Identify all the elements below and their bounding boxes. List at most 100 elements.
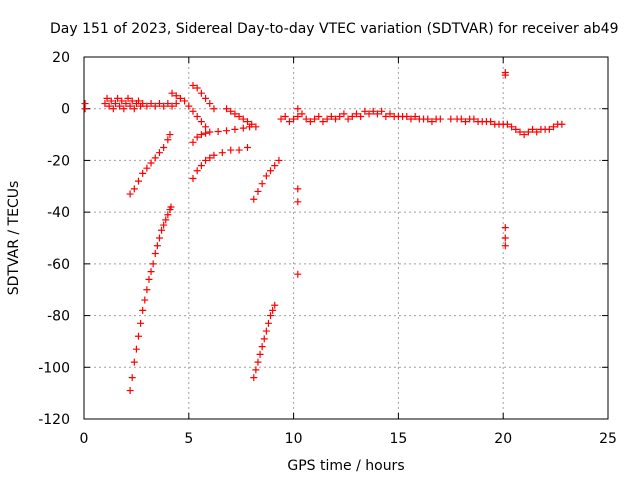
y-tick-label: -20 bbox=[47, 153, 70, 169]
data-point bbox=[193, 112, 201, 120]
data-point bbox=[501, 71, 509, 79]
data-point bbox=[181, 97, 189, 105]
data-point bbox=[210, 105, 218, 113]
data-point bbox=[306, 118, 314, 126]
data-point bbox=[373, 110, 381, 118]
y-tick-label: -80 bbox=[47, 309, 70, 325]
data-point bbox=[323, 115, 331, 123]
data-point bbox=[501, 234, 509, 242]
y-tick-label: 20 bbox=[52, 50, 70, 66]
x-tick-label: 25 bbox=[599, 431, 617, 447]
data-point bbox=[189, 81, 197, 89]
data-point bbox=[151, 250, 159, 258]
data-point bbox=[116, 102, 124, 110]
data-point bbox=[533, 128, 541, 136]
data-point bbox=[386, 110, 394, 118]
data-point bbox=[223, 105, 231, 113]
data-point bbox=[122, 100, 130, 108]
data-point bbox=[189, 175, 197, 183]
data-point bbox=[132, 345, 140, 353]
x-tick-label: 0 bbox=[80, 431, 89, 447]
data-point bbox=[101, 100, 109, 108]
data-point bbox=[239, 115, 247, 123]
data-point bbox=[185, 102, 193, 110]
data-point bbox=[470, 115, 478, 123]
data-point bbox=[315, 112, 323, 120]
data-point bbox=[160, 221, 168, 229]
data-point bbox=[382, 112, 390, 120]
data-point bbox=[206, 100, 214, 108]
data-points bbox=[81, 69, 566, 395]
data-point bbox=[294, 105, 302, 113]
axis-ticks bbox=[83, 56, 609, 420]
data-point bbox=[139, 169, 147, 177]
data-point bbox=[160, 102, 168, 110]
data-point bbox=[166, 131, 174, 139]
data-point bbox=[111, 100, 119, 108]
data-point bbox=[103, 94, 111, 102]
data-point bbox=[231, 125, 239, 133]
data-point bbox=[254, 187, 262, 195]
data-point bbox=[147, 159, 155, 167]
data-point bbox=[501, 224, 509, 232]
data-point bbox=[128, 374, 136, 382]
data-point bbox=[357, 112, 365, 120]
data-point bbox=[344, 115, 352, 123]
data-point bbox=[109, 105, 117, 113]
data-point bbox=[130, 358, 138, 366]
data-point bbox=[250, 374, 258, 382]
data-point bbox=[290, 115, 298, 123]
data-point bbox=[114, 94, 122, 102]
data-point bbox=[126, 102, 134, 110]
data-point bbox=[461, 118, 469, 126]
data-point bbox=[529, 125, 537, 133]
x-tick-labels: 0 5 10 15 20 25 bbox=[80, 431, 617, 447]
data-point bbox=[285, 118, 293, 126]
data-point bbox=[160, 144, 168, 151]
data-point bbox=[214, 127, 222, 135]
data-point bbox=[202, 123, 210, 131]
data-point bbox=[202, 129, 210, 137]
data-point bbox=[81, 105, 89, 113]
data-point bbox=[302, 115, 310, 123]
data-point bbox=[457, 115, 465, 123]
data-point bbox=[352, 110, 360, 118]
data-point bbox=[262, 327, 270, 335]
data-point bbox=[126, 387, 134, 395]
y-tick-labels: 20 0 -20 -40 -60 -80 -100 -120 bbox=[38, 50, 70, 428]
data-point bbox=[227, 107, 235, 115]
data-point bbox=[550, 123, 558, 131]
data-point bbox=[447, 115, 455, 123]
data-point bbox=[139, 306, 147, 314]
data-point bbox=[218, 149, 226, 157]
y-tick-label: -40 bbox=[47, 205, 70, 221]
y-tick-label: 0 bbox=[61, 102, 70, 118]
data-point bbox=[197, 162, 205, 170]
data-point bbox=[311, 115, 319, 123]
data-point bbox=[145, 275, 153, 283]
data-point bbox=[126, 190, 134, 198]
data-point bbox=[164, 211, 172, 219]
data-point bbox=[336, 112, 344, 120]
data-point bbox=[130, 105, 138, 113]
data-point bbox=[206, 128, 214, 136]
data-point bbox=[252, 123, 260, 131]
data-point bbox=[151, 154, 159, 162]
data-point bbox=[120, 105, 128, 113]
data-point bbox=[250, 195, 258, 203]
data-point bbox=[193, 167, 201, 175]
data-point bbox=[294, 185, 302, 193]
data-point bbox=[206, 154, 214, 162]
data-point bbox=[327, 112, 335, 120]
data-point bbox=[256, 350, 264, 358]
data-point bbox=[545, 125, 553, 133]
data-point bbox=[149, 260, 157, 268]
data-point bbox=[258, 343, 266, 351]
y-axis-label: SDTVAR / TECUs bbox=[6, 181, 22, 296]
data-point bbox=[137, 319, 145, 327]
data-point bbox=[243, 118, 251, 126]
data-point bbox=[168, 102, 176, 110]
data-point bbox=[153, 242, 161, 250]
y-tick-label: -100 bbox=[38, 360, 70, 376]
